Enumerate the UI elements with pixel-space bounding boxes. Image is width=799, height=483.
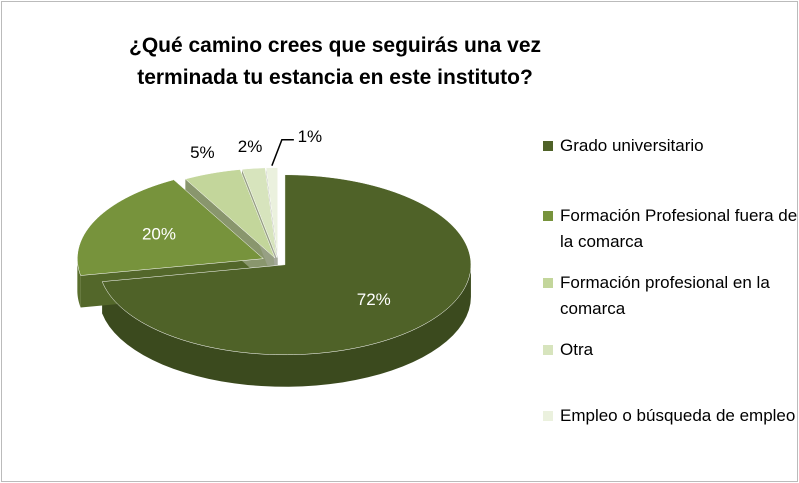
legend-label: Grado universitario — [560, 136, 704, 155]
legend-item: Grado universitario — [540, 133, 799, 159]
slice — [265, 167, 278, 258]
data-label: 72% — [357, 290, 391, 309]
legend-item: Formación Profesional fuera de la comarc… — [540, 203, 799, 255]
legend-label: Otra — [560, 340, 594, 359]
legend-swatch — [543, 411, 553, 421]
legend-swatch — [543, 211, 553, 221]
legend-swatch — [543, 141, 553, 151]
legend-label: Formación Profesional fuera de la comarc… — [560, 206, 798, 251]
legend-item: Empleo o búsqueda de empleo — [540, 403, 799, 429]
data-label: 20% — [142, 224, 176, 243]
slice — [101, 174, 472, 356]
slice-side — [102, 264, 471, 387]
slice — [184, 169, 276, 259]
legend-label: Formación profesional en la comarca — [560, 273, 770, 318]
data-label: 1% — [298, 127, 323, 146]
legend-item: Otra — [540, 337, 799, 363]
data-label: 2% — [238, 137, 263, 156]
slice — [77, 179, 264, 276]
slice-side — [77, 258, 81, 308]
data-label: 5% — [190, 143, 215, 162]
slice — [241, 167, 278, 258]
legend-label: Empleo o búsqueda de empleo — [560, 406, 796, 425]
legend-item: Formación profesional en la comarca — [540, 270, 799, 322]
leader-line — [271, 138, 294, 166]
chart-title: ¿Qué camino crees que seguirás una vez t… — [129, 34, 541, 89]
legend-swatch — [543, 345, 553, 355]
legend-swatch — [543, 278, 553, 288]
